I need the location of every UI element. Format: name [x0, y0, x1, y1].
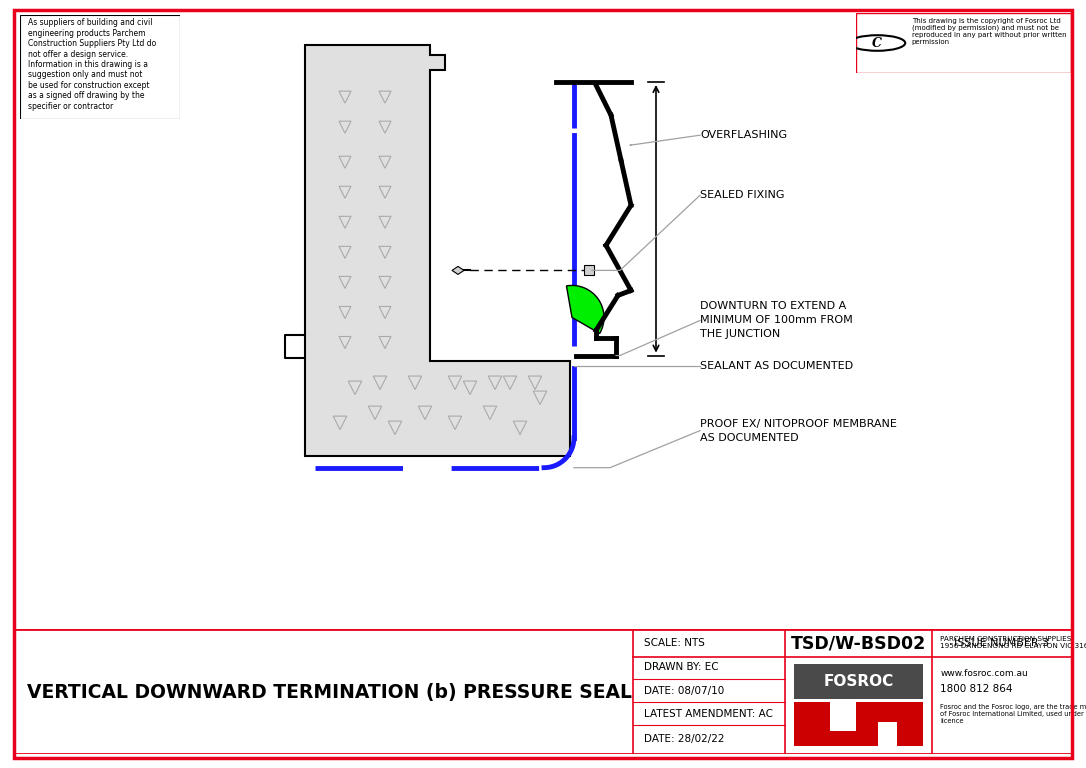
Bar	[830, 702, 856, 730]
Text: SEALANT AS DOCUMENTED: SEALANT AS DOCUMENTED	[700, 360, 854, 370]
Text: ISSUE NUMBER 3: ISSUE NUMBER 3	[955, 638, 1049, 648]
Text: FOSROC: FOSROC	[823, 674, 894, 689]
Text: VERTICAL DOWNWARD TERMINATION (b) PRESSURE SEAL: VERTICAL DOWNWARD TERMINATION (b) PRESSU…	[27, 683, 632, 702]
Bar	[794, 702, 923, 746]
Bar	[877, 722, 897, 746]
Text: DOWNTURN TO EXTEND A
MINIMUM OF 100mm FROM
THE JUNCTION: DOWNTURN TO EXTEND A MINIMUM OF 100mm FR…	[700, 302, 853, 339]
Text: OVERFLASHING: OVERFLASHING	[700, 131, 787, 141]
Wedge shape	[567, 286, 604, 333]
Bar	[794, 664, 923, 699]
Text: As suppliers of building and civil
engineering products Parchem
Construction Sup: As suppliers of building and civil engin…	[27, 18, 155, 111]
Text: Fosroc and the Fosroc logo, are the trade marks
of Fosroc International Limited,: Fosroc and the Fosroc logo, are the trad…	[940, 704, 1086, 724]
Text: www.fosroc.com.au: www.fosroc.com.au	[940, 669, 1028, 678]
Text: LATEST AMENDMENT: AC: LATEST AMENDMENT: AC	[644, 709, 773, 719]
Bar	[584, 266, 594, 276]
Text: This drawing is the copyright of Fosroc Ltd
(modified by permission) and must no: This drawing is the copyright of Fosroc …	[911, 18, 1066, 45]
Text: SEALED FIXING: SEALED FIXING	[700, 190, 784, 200]
Text: C: C	[872, 37, 882, 49]
Polygon shape	[452, 266, 464, 274]
Text: DATE: 08/07/10: DATE: 08/07/10	[644, 686, 724, 696]
Text: DRAWN BY: EC: DRAWN BY: EC	[644, 662, 719, 672]
Text: 1800 812 864: 1800 812 864	[940, 684, 1013, 694]
Text: DATE: 28/02/22: DATE: 28/02/22	[644, 734, 724, 744]
Text: PROOF EX/ NITOPROOF MEMBRANE
AS DOCUMENTED: PROOF EX/ NITOPROOF MEMBRANE AS DOCUMENT…	[700, 419, 897, 442]
Text: SCALE: NTS: SCALE: NTS	[644, 638, 705, 648]
Text: PARCHEM CONSTRUCTION SUPPLIES
1956 DANDENONG RD CLAYTON VIC 3168: PARCHEM CONSTRUCTION SUPPLIES 1956 DANDE…	[940, 636, 1086, 649]
Polygon shape	[305, 45, 570, 455]
Text: TSD/W-BSD02: TSD/W-BSD02	[791, 634, 926, 652]
